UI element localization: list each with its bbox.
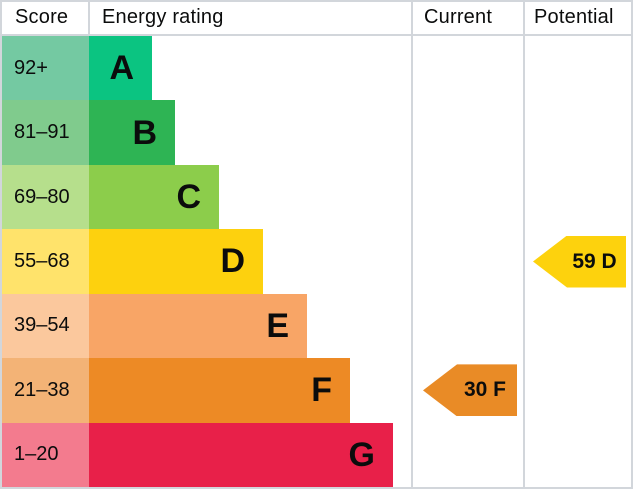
header-underline [2, 34, 631, 36]
band-bar-b: B [89, 100, 175, 165]
band-bar-c: C [89, 164, 219, 230]
potential-rating-label: 59 D [572, 249, 617, 273]
score-range-f: 21–38 [2, 358, 89, 423]
band-bar-e: E [89, 293, 307, 359]
band-rows: 92+ A 81–91 B 69–80 C 55–68 D 39–54 E 21… [2, 36, 631, 487]
band-row-b: 81–91 B [2, 100, 631, 165]
header-score: Score [15, 6, 69, 28]
grade-letter-b: B [132, 113, 157, 152]
grade-letter-e: E [266, 306, 289, 345]
header-current: Current [424, 6, 493, 28]
grade-letter-c: C [176, 178, 201, 217]
score-range-c: 69–80 [2, 164, 89, 230]
grade-letter-d: D [220, 242, 245, 281]
band-bar-a: A [89, 36, 152, 101]
current-column-divider [411, 2, 413, 487]
score-range-b: 81–91 [2, 100, 89, 165]
score-range-e: 39–54 [2, 293, 89, 359]
band-row-g: 1–20 G [2, 422, 631, 487]
band-row-c: 69–80 C [2, 164, 631, 230]
score-range-d: 55–68 [2, 229, 89, 294]
current-rating-label: 30 F [463, 378, 507, 402]
band-bar-g: G [89, 422, 393, 487]
band-row-d: 55–68 D [2, 229, 631, 294]
grade-letter-a: A [109, 49, 134, 88]
band-row-e: 39–54 E [2, 293, 631, 359]
potential-column-divider [523, 2, 525, 487]
header-potential: Potential [534, 6, 614, 28]
score-range-g: 1–20 [2, 422, 89, 487]
score-column-divider [88, 2, 90, 34]
header-energy-rating: Energy rating [102, 6, 224, 28]
grade-letter-g: G [348, 435, 375, 474]
band-row-f: 21–38 F [2, 358, 631, 423]
band-bar-f: F [89, 358, 350, 423]
band-bar-d: D [89, 229, 263, 294]
chart-header: Score Energy rating Current Potential [2, 2, 631, 34]
score-range-a: 92+ [2, 36, 89, 101]
band-row-a: 92+ A [2, 36, 631, 101]
grade-letter-f: F [311, 371, 332, 410]
